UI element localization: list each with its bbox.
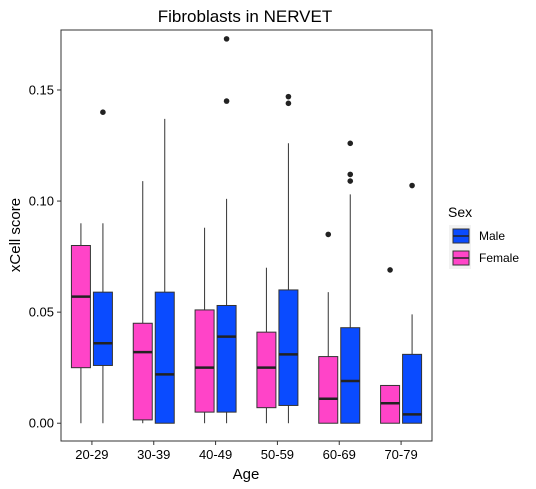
x-tick-label: 60-69 (323, 447, 356, 462)
box-male-40-49 (216, 36, 237, 424)
box-male-70-79 (402, 182, 423, 424)
legend-key-male (449, 225, 471, 247)
y-tick-label: 0.05 (29, 305, 54, 320)
box-female-30-39 (132, 181, 153, 424)
box-rect (402, 353, 423, 424)
box-female-40-49 (194, 227, 215, 424)
outlier-point (285, 100, 292, 107)
box-female-20-29 (70, 223, 91, 424)
legend-label: Female (479, 251, 519, 265)
plot-panel (60, 29, 433, 442)
y-axis: 0.00 0.05 0.10 0.15 (29, 82, 61, 431)
outlier-point (285, 93, 292, 100)
box-layer (70, 36, 423, 424)
x-tick-label: 30-39 (137, 447, 170, 462)
legend-title: Sex (448, 204, 472, 220)
outlier-point (325, 231, 332, 238)
box-male-50-59 (278, 93, 299, 424)
box-rect (92, 291, 113, 366)
box-male-60-69 (340, 140, 361, 424)
legend-key-female (449, 247, 471, 269)
box-rect (70, 244, 91, 369)
outlier-point (347, 178, 354, 184)
box-rect (194, 309, 215, 413)
y-tick-label: 0.15 (29, 82, 54, 97)
x-tick-label: 50-59 (261, 447, 294, 462)
box-rect (278, 289, 299, 406)
chart-title: Fibroblasts in NERVET (158, 7, 332, 26)
outlier-point (347, 140, 354, 147)
legend: Sex Male Female (448, 204, 519, 269)
outlier-point (347, 171, 354, 178)
x-axis: 20-29 30-39 40-49 50-59 60-69 70-79 (75, 441, 418, 462)
box-female-70-79 (380, 267, 401, 424)
x-tick-label: 20-29 (75, 447, 108, 462)
x-tick-label: 40-49 (199, 447, 232, 462)
x-axis-title: Age (233, 466, 260, 483)
box-rect (216, 304, 237, 413)
outlier-point (100, 109, 106, 115)
y-tick-label: 0.00 (29, 416, 54, 431)
box-rect (256, 331, 277, 409)
y-axis-title: xCell score (7, 198, 24, 272)
y-tick-label: 0.10 (29, 194, 54, 209)
outlier-point (223, 36, 230, 42)
legend-label: Male (479, 229, 505, 243)
box-female-50-59 (256, 267, 277, 424)
x-tick-label: 70-79 (384, 447, 417, 462)
box-rect (318, 356, 339, 424)
box-male-20-29 (92, 109, 113, 424)
box-rect (132, 322, 153, 421)
outlier-point (409, 182, 415, 189)
box-female-60-69 (318, 231, 339, 424)
box-male-30-39 (154, 118, 175, 424)
outlier-point (223, 98, 230, 104)
outlier-point (387, 267, 393, 273)
box-rect (154, 291, 175, 424)
box-rect (340, 327, 361, 424)
